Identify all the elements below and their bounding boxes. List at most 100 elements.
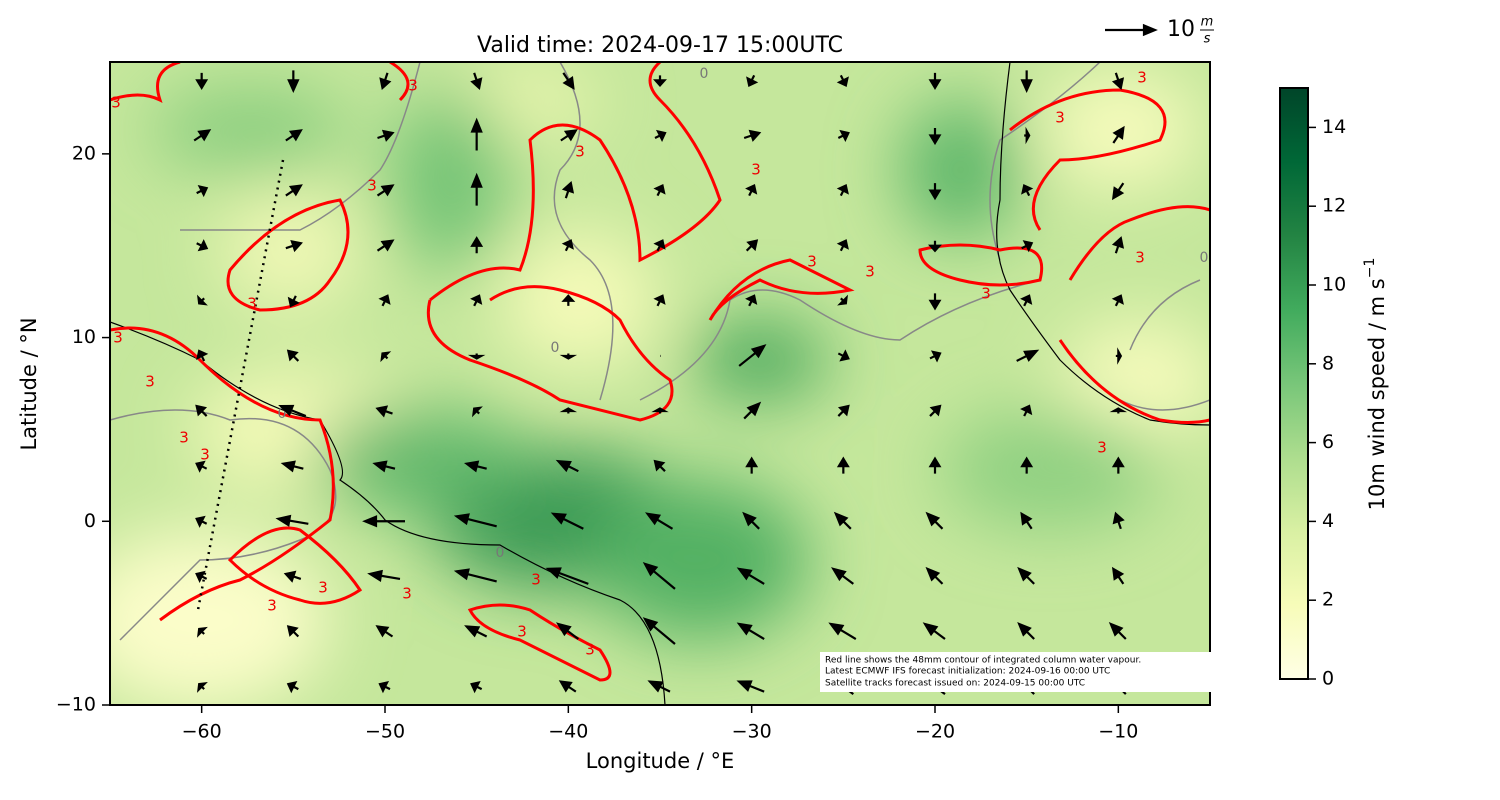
grey-contour-label: 0 xyxy=(551,340,560,356)
wind-arrow xyxy=(472,406,483,418)
colorbar-tick-label: 8 xyxy=(1322,352,1334,374)
y-tick-label: 20 xyxy=(72,142,96,164)
wind-arrow xyxy=(561,180,575,199)
wind-arrow xyxy=(285,129,303,142)
wind-arrow xyxy=(746,74,759,87)
wind-arrow xyxy=(828,622,857,640)
wind-arrow xyxy=(470,172,483,206)
wind-arrow xyxy=(195,72,209,91)
note: Satellite tracks forecast issued on: 202… xyxy=(825,679,1085,689)
wind-arrow xyxy=(470,117,483,151)
wind-arrow xyxy=(197,681,208,693)
wind-arrow xyxy=(1115,347,1123,365)
wind-arrow xyxy=(653,75,667,88)
wind-arrow xyxy=(1016,349,1040,362)
colorbar-label-sup: −1 xyxy=(1362,258,1378,279)
coastline xyxy=(110,62,1210,705)
wind-arrow xyxy=(550,512,584,530)
wind-arrow xyxy=(928,293,942,311)
wind-arrow xyxy=(1021,184,1034,197)
contour-label: 3 xyxy=(531,571,541,589)
colorbar-tick-label: 0 xyxy=(1322,668,1334,690)
contour-label: 3 xyxy=(517,623,527,641)
contour-label: 3 xyxy=(1055,109,1065,127)
wind-arrow xyxy=(463,460,487,473)
contour-label: 3 xyxy=(1137,69,1147,87)
colorbar-tick-label: 10 xyxy=(1322,274,1346,296)
wind-arrow xyxy=(195,515,208,528)
grey-contour-label: 0 xyxy=(496,545,505,561)
wind-arrow xyxy=(378,294,391,307)
grey-contour-label: 0 xyxy=(1200,250,1209,266)
wind-arrow xyxy=(380,351,392,363)
wind-arrow xyxy=(654,129,667,143)
wind-arrow xyxy=(1020,294,1033,307)
wind-arrow xyxy=(1112,125,1125,144)
reference-value: 10 xyxy=(1167,17,1195,42)
wind-arrow xyxy=(922,622,946,640)
grey-contour-label: 0 xyxy=(700,66,709,82)
wind-arrow xyxy=(196,185,209,198)
wind-arrow xyxy=(561,294,576,306)
contour-label: 3 xyxy=(402,585,412,603)
wind-arrow xyxy=(1111,182,1125,201)
wind-arrow xyxy=(1020,70,1033,94)
wind-arrow xyxy=(837,404,850,417)
contour-label: 3 xyxy=(981,285,991,303)
wind-arrow xyxy=(559,407,578,414)
wind-arrow xyxy=(195,570,208,583)
wind-arrow xyxy=(1017,566,1035,585)
x-axis-label: Longitude / °E xyxy=(586,749,735,773)
contour-label: 3 xyxy=(200,446,210,464)
wind-arrow xyxy=(925,566,944,585)
reference-key: 10 m s xyxy=(1105,15,1214,47)
wind-arrow xyxy=(837,349,850,362)
colorbar-tick-label: 6 xyxy=(1322,431,1334,453)
wind-arrow xyxy=(464,625,488,638)
reference-arrow xyxy=(1105,23,1158,37)
wind-arrow xyxy=(562,72,575,90)
x-tick-label: −60 xyxy=(182,721,222,743)
x-tick-label: −50 xyxy=(365,721,405,743)
wind-arrow xyxy=(378,681,391,694)
wind-arrow xyxy=(197,294,208,306)
wind-arrow xyxy=(196,349,209,362)
wind-arrow xyxy=(283,570,302,583)
wind-arrow xyxy=(376,239,395,252)
colorbar-gradient xyxy=(1279,87,1309,680)
wind-arrow xyxy=(197,626,208,638)
wind-arrow xyxy=(561,239,574,252)
wind-arrow xyxy=(280,460,304,473)
wind-arrow xyxy=(745,456,759,474)
colorbar-tick-label: 12 xyxy=(1322,195,1346,217)
wind-arrow xyxy=(1021,240,1034,253)
contour-label: 3 xyxy=(145,373,155,391)
wind-arrow xyxy=(929,404,942,417)
contour-label: 3 xyxy=(865,263,875,281)
map-field: 3 3 3 3 3 3 3 3 3 3 3 3 3 3 3 3 3 3 3 3 3 3 3 0 0 0 0 0 xyxy=(110,62,1210,705)
wind-arrow xyxy=(375,625,394,638)
wind-arrow xyxy=(275,514,309,527)
wind-arrow xyxy=(362,515,405,528)
wind-arrow xyxy=(1112,511,1125,530)
wind-arrow xyxy=(928,456,942,474)
note: Latest ECMWF IFS forecast initialization… xyxy=(825,667,1110,677)
reference-unit-num: m xyxy=(1201,15,1214,30)
x-tick-label: −10 xyxy=(1098,721,1138,743)
wind-arrow xyxy=(376,184,395,197)
wind-arrow xyxy=(195,460,208,473)
wind-arrow xyxy=(736,622,765,640)
wind-arrow xyxy=(1024,126,1031,145)
wind-arrow xyxy=(372,460,396,473)
wind-arrow xyxy=(470,236,484,254)
wind-arrow xyxy=(745,184,758,197)
wind-arrow xyxy=(470,72,483,90)
contour-label: 3 xyxy=(585,641,595,659)
wind-arrow xyxy=(745,294,758,307)
wind-arrow xyxy=(831,567,854,585)
colorbar-tick-label: 2 xyxy=(1322,589,1334,611)
wind-arrow xyxy=(453,513,497,528)
contour-label: 3 xyxy=(367,177,377,195)
wind-arrow xyxy=(1111,72,1125,90)
wind-arrow xyxy=(1111,294,1124,307)
